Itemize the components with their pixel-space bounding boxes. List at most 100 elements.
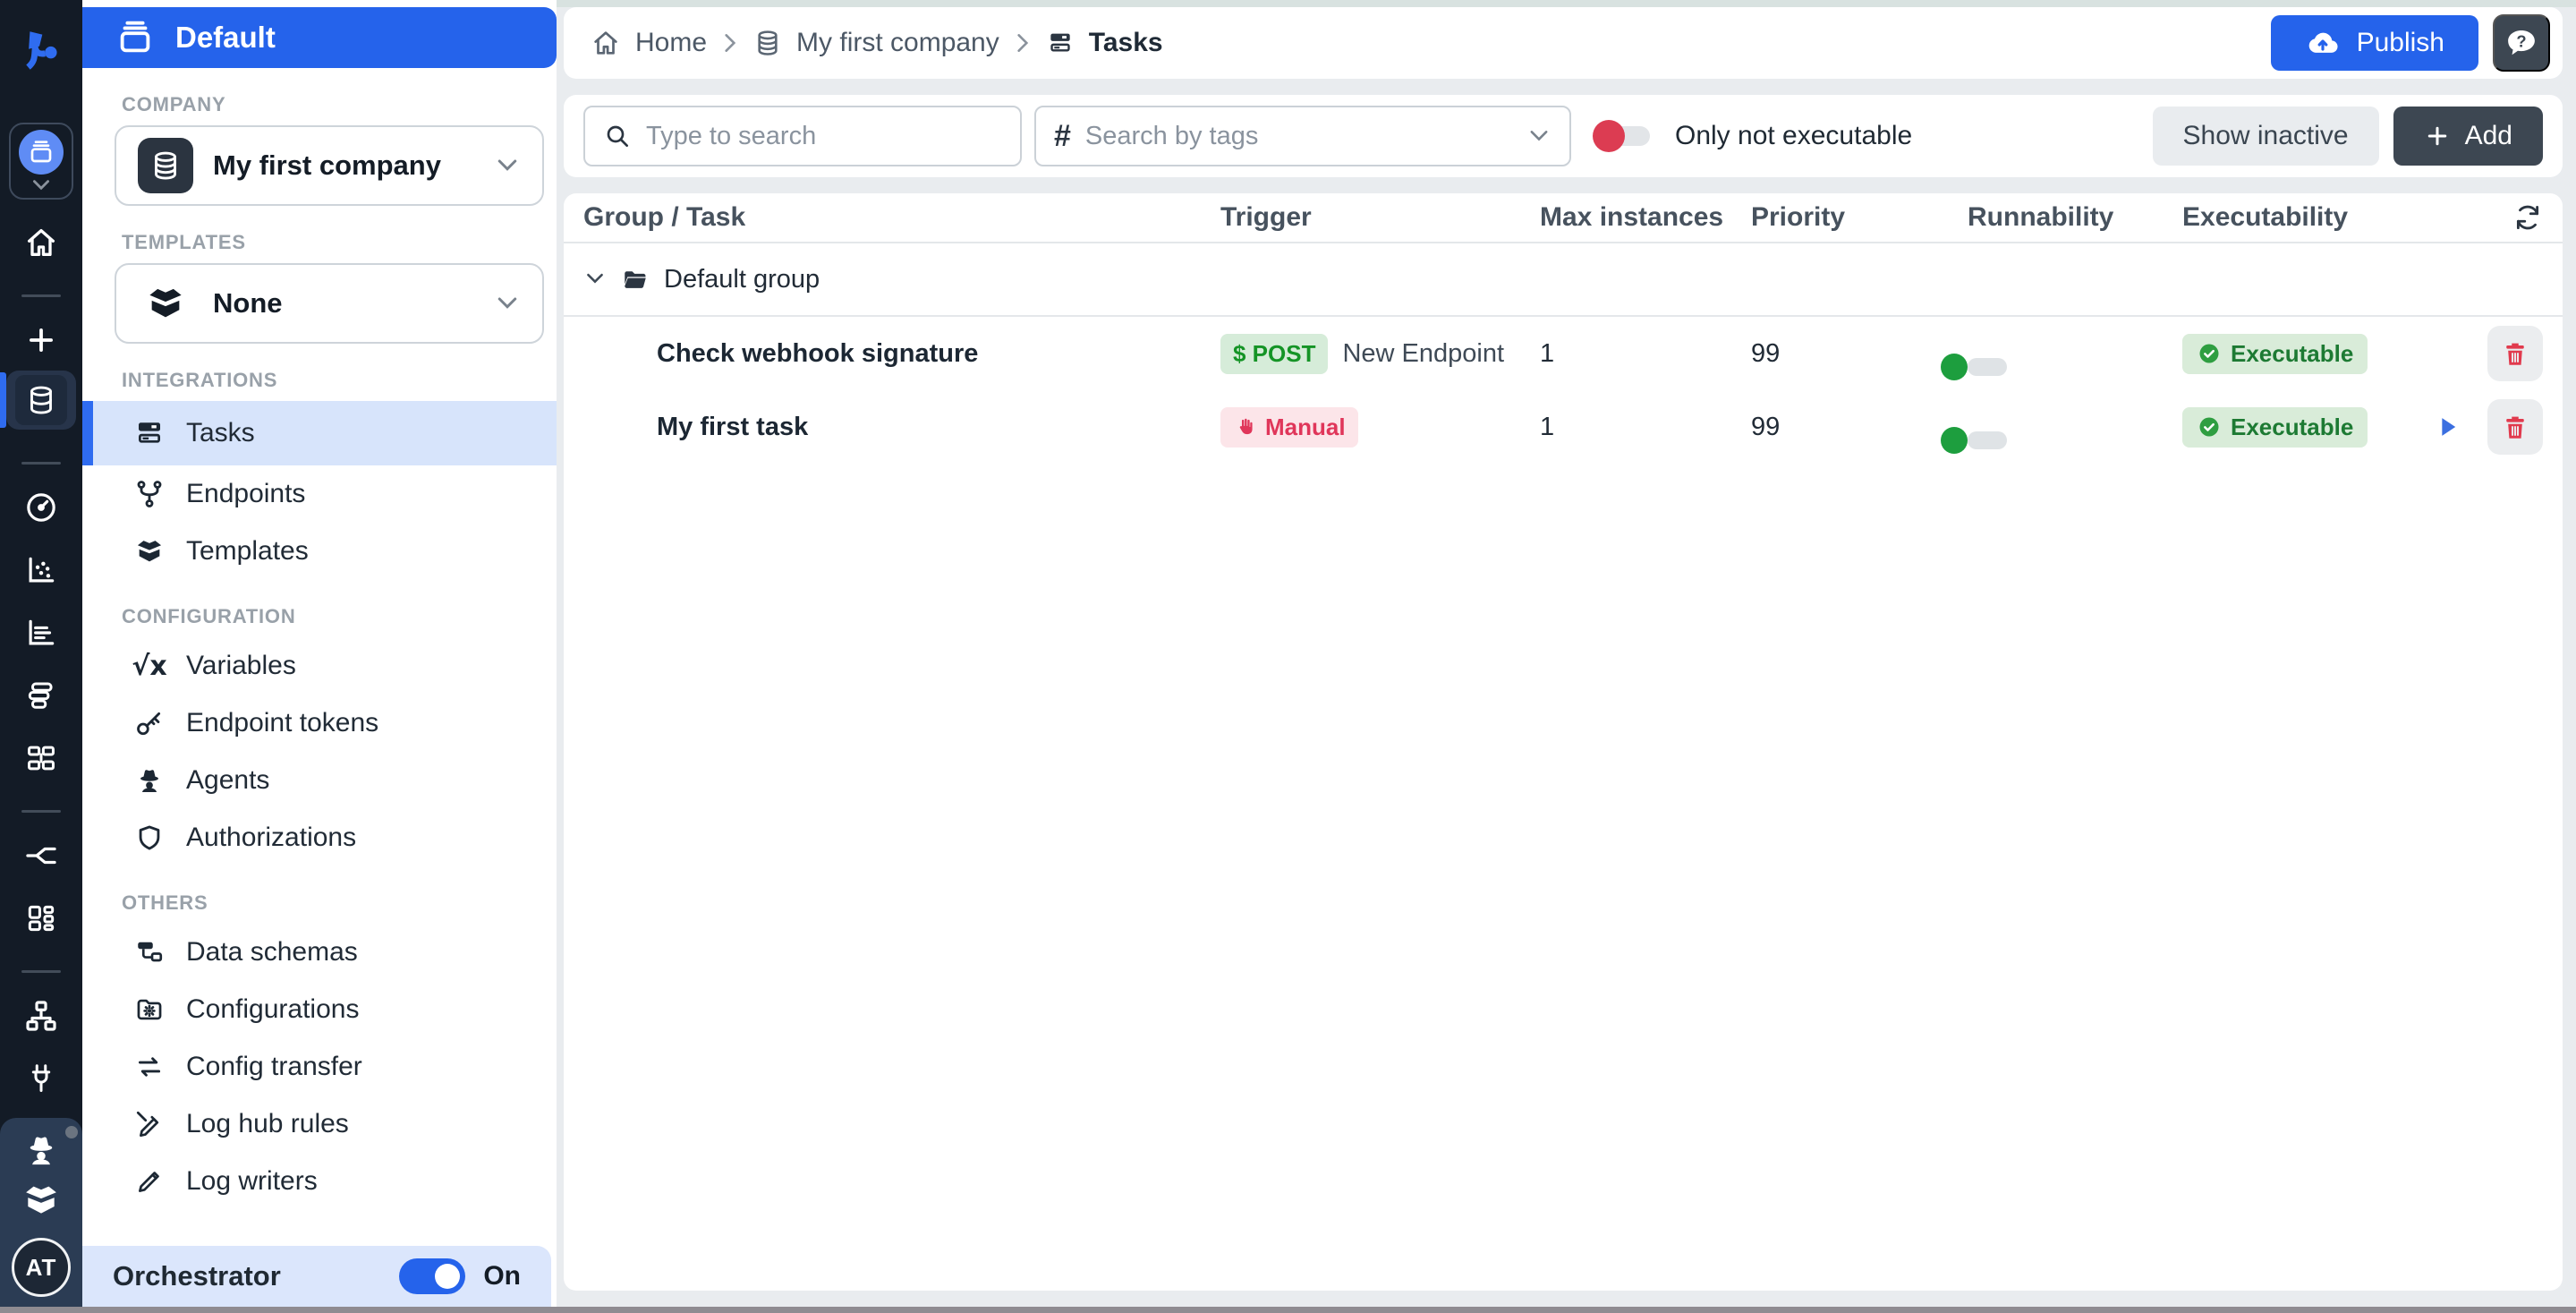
chevron-right-icon [1014,31,1032,55]
task-name[interactable]: My first task [657,412,809,441]
rail-connectors-button[interactable] [13,1059,70,1098]
workspace-icon [19,130,64,175]
trigger-post-badge: $ POST [1220,333,1329,374]
rail-branch-button[interactable] [13,836,70,875]
search-field[interactable] [583,106,1022,166]
sidebar-item-log-hub-rules[interactable]: Log hub rules [82,1096,557,1153]
rail-sitemap-button[interactable] [13,996,70,1036]
folder-icon [621,265,650,294]
breadcrumb-current: Tasks [1088,28,1163,57]
sidebar-item-label: Log writers [186,1166,318,1196]
tasks-icon [1046,29,1075,57]
window-top-strip [0,0,2576,7]
sidebar-item-configurations[interactable]: Configurations [82,981,557,1038]
rail-logs-button[interactable] [13,613,70,652]
pencil-icon [132,1166,166,1197]
add-button[interactable]: Add [2393,107,2543,166]
search-icon [603,122,632,150]
breadcrumb-home[interactable]: Home [635,28,708,57]
shield-icon [132,823,166,853]
rail-divider [21,462,61,465]
sidebar-item-templates[interactable]: Templates [82,523,557,580]
chevron-down-icon[interactable] [583,271,607,287]
home-icon [27,229,55,256]
rail-dashboard-button[interactable] [13,899,70,938]
sidebar-item-endpoints[interactable]: Endpoints [82,465,557,523]
company-icon [138,138,193,193]
sidebar-item-agents[interactable]: Agents [82,752,557,809]
sidebar-item-label: Templates [186,536,309,566]
filter-bar: # Only not executable Show inactive Add [564,95,2563,177]
rail-add-button[interactable] [13,320,70,360]
icon-rail: AT [0,0,82,1307]
play-icon [2432,412,2462,442]
publish-button[interactable]: Publish [2270,15,2478,71]
rail-queue-button[interactable] [13,676,70,715]
help-button[interactable]: ? [2493,14,2550,72]
task-name[interactable]: Check webhook signature [657,338,979,368]
chevron-down-icon [30,178,53,192]
sidebar-item-label: Agents [186,765,270,795]
section-label-configuration: CONFIGURATION [122,605,296,627]
workspace-header[interactable]: Default [82,7,557,68]
group-row-default[interactable]: Default group [564,243,2563,317]
executability-label: Executable [2231,339,2354,367]
sidebar-body: COMPANY My first company TEMPLATES None [82,68,557,1246]
company-select[interactable]: My first company [115,125,544,206]
rail-modules-button[interactable] [13,738,70,778]
rail-monitoring-button[interactable] [13,488,70,527]
rail-agents-button[interactable] [13,1123,81,1170]
open-box-icon [26,1186,56,1214]
sidebar-item-label: Tasks [186,418,255,448]
show-inactive-button[interactable]: Show inactive [2152,107,2379,166]
only-not-executable-label: Only not executable [1675,121,1913,150]
delete-task-button[interactable] [2487,399,2543,455]
group-name: Default group [664,264,820,294]
agent-icon [132,765,166,796]
rail-integrations-button[interactable] [0,371,76,430]
tasks-table: Group / Task Trigger Max instances Prior… [564,193,2563,1291]
executability-badge: Executable [2182,406,2368,448]
tags-input[interactable] [1084,121,1512,151]
endpoints-icon [132,478,166,510]
template-select[interactable]: None [115,263,544,344]
key-icon [132,708,166,738]
sidebar-item-log-writers[interactable]: Log writers [82,1153,557,1210]
sidebar-item-config-transfer[interactable]: Config transfer [82,1038,557,1096]
section-label-others: OTHERS [122,891,208,914]
section-label-integrations: INTEGRATIONS [122,369,278,391]
hand-icon [1233,415,1256,439]
breadcrumb-company[interactable]: My first company [796,28,999,57]
gauge-icon [27,493,55,522]
delete-task-button[interactable] [2487,326,2543,381]
executability-badge: Executable [2182,333,2368,374]
rail-scatter-button[interactable] [13,550,70,590]
sidebar-item-data-schemas[interactable]: Data schemas [82,924,557,981]
sidebar-item-authorizations[interactable]: Authorizations [82,809,557,866]
search-input[interactable] [646,121,1002,151]
refresh-icon[interactable] [2512,202,2543,233]
chevron-down-icon[interactable] [1526,128,1552,144]
only-not-executable-toggle[interactable] [1593,118,1652,154]
sidebar-item-variables[interactable]: √x Variables [82,637,557,695]
sidebar-item-endpoint-tokens[interactable]: Endpoint tokens [82,695,557,752]
rail-home-button[interactable] [13,223,70,262]
run-task-button[interactable] [2432,412,2462,442]
orchestrator-state: On [483,1261,521,1291]
svg-text:?: ? [2516,32,2526,51]
sqrt-x-icon: √x [132,650,167,682]
section-label-company: COMPANY [122,93,226,115]
publish-label: Publish [2356,28,2444,57]
sidebar-item-tasks[interactable]: Tasks [82,401,557,465]
transfer-arrows-icon [132,1052,166,1082]
tags-field[interactable]: # [1034,106,1571,166]
table-row[interactable]: My first task Manual 1 99 Executab [564,390,2563,464]
rail-active-indicator [0,372,6,428]
workspace-switcher[interactable] [9,123,73,200]
orchestrator-toggle[interactable] [399,1258,466,1294]
user-avatar[interactable]: AT [12,1238,71,1297]
plus-icon [30,328,53,352]
max-instances-value: 1 [1540,338,1555,368]
rail-packages-button[interactable] [13,1181,70,1220]
table-row[interactable]: Check webhook signature $ POST New Endpo… [564,317,2563,390]
